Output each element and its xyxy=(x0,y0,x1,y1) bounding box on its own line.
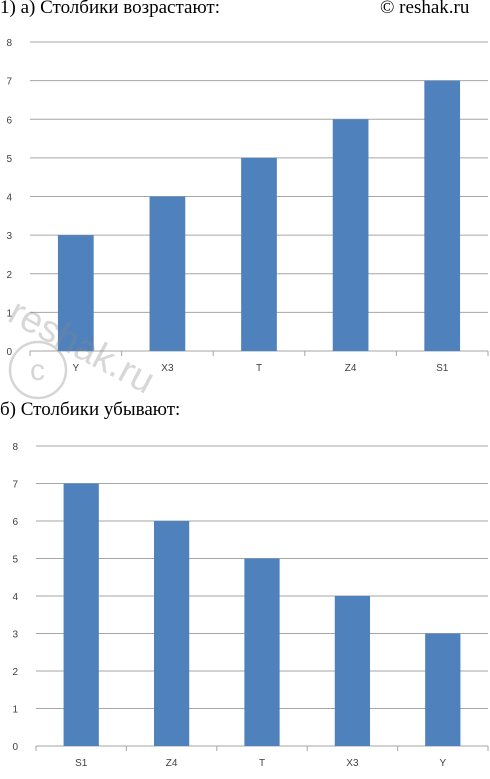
y-tick-label: 2 xyxy=(6,270,12,281)
bar xyxy=(57,235,94,351)
y-tick-label: 3 xyxy=(12,630,18,641)
y-tick-label: 4 xyxy=(6,193,12,204)
x-tick-label: Z4 xyxy=(345,363,357,374)
y-tick-label: 1 xyxy=(12,705,18,716)
y-tick-label: 8 xyxy=(12,442,18,453)
bar-chart-decreasing: 0 1 2 3 4 5 6 7 8 S1 Z4 T X3 Y xyxy=(12,442,489,769)
x-tick-label: Z4 xyxy=(166,758,178,769)
y-tick-label: 0 xyxy=(6,347,12,358)
bar xyxy=(241,157,277,351)
heading-a: 1) а) Столбики возрастают: xyxy=(0,0,220,18)
y-tick-label: 2 xyxy=(12,667,18,678)
bar xyxy=(153,521,190,746)
x-tick-label: T xyxy=(256,363,262,374)
y-tick-label: 7 xyxy=(12,480,18,491)
copyright-text: © reshak.ru xyxy=(380,0,470,18)
y-tick-label: 5 xyxy=(12,555,18,566)
bar xyxy=(425,633,461,746)
x-tick-label: X3 xyxy=(161,363,174,374)
bar xyxy=(424,80,461,351)
y-tick-label: 6 xyxy=(6,115,12,126)
y-tick-label: 7 xyxy=(6,77,12,88)
y-tick-label: 3 xyxy=(6,231,12,242)
y-tick-label: 8 xyxy=(6,38,12,49)
heading-b: б) Столбики убывают: xyxy=(0,399,181,420)
x-tick-label: S1 xyxy=(75,758,88,769)
bar xyxy=(244,558,280,746)
x-tick-label: Y xyxy=(72,363,79,374)
bar-chart-increasing: 0 1 2 3 4 5 6 7 8 Y X3 T Z4 S1 xyxy=(6,38,489,374)
bar xyxy=(63,483,99,746)
bar xyxy=(332,119,369,351)
x-tick-label: X3 xyxy=(346,758,359,769)
x-tick-label: Y xyxy=(439,758,446,769)
x-tick-label: S1 xyxy=(436,363,449,374)
y-tick-label: 6 xyxy=(12,517,18,528)
bar xyxy=(334,596,371,746)
x-tick-label: T xyxy=(259,758,265,769)
y-tick-label: 5 xyxy=(6,154,12,165)
y-tick-label: 0 xyxy=(12,742,18,753)
y-tick-label: 4 xyxy=(12,592,18,603)
bar xyxy=(149,196,186,351)
y-tick-label: 1 xyxy=(6,308,12,319)
